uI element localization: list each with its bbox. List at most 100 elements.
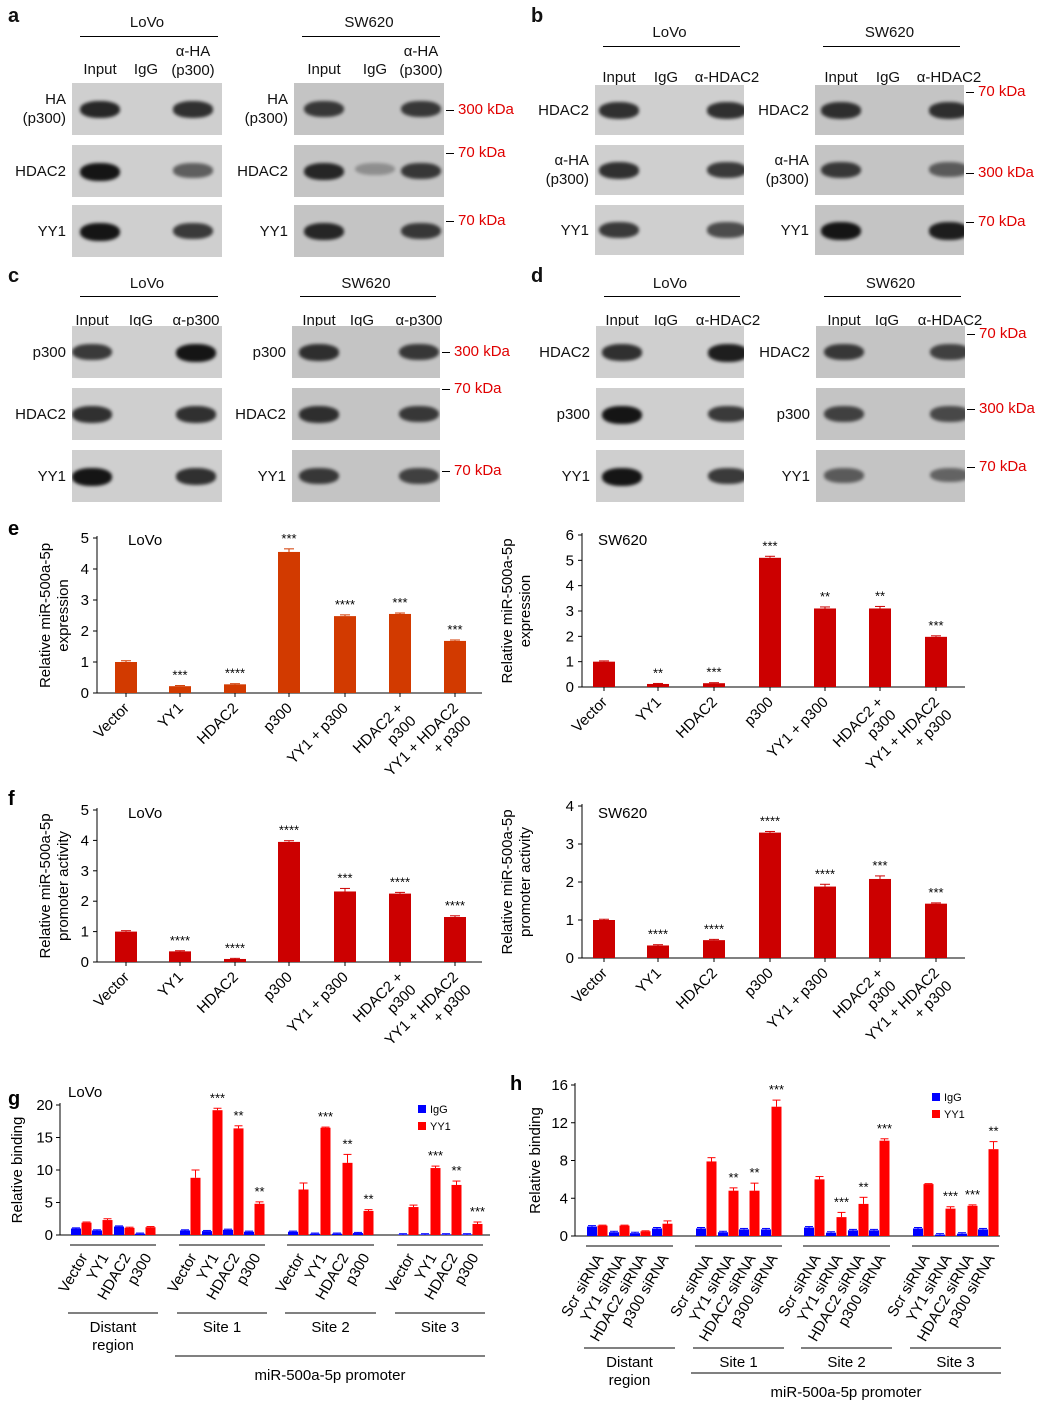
significance-label: ***	[337, 870, 352, 885]
header-rule	[300, 296, 436, 297]
size-marker: 70 kDa	[979, 458, 1027, 475]
row-label: p300	[776, 406, 810, 423]
blot-strip	[596, 450, 744, 502]
x-tick-label: HDAC2	[194, 969, 242, 1017]
yy1-bar	[254, 1203, 265, 1235]
bar	[869, 878, 891, 958]
protein-band	[80, 163, 120, 181]
panel-letter: b	[531, 5, 544, 27]
igg-bar	[718, 1232, 728, 1236]
lane-label: Input	[302, 312, 336, 329]
bar	[647, 683, 669, 687]
lane-label: Input	[83, 61, 117, 78]
y-tick-label: 8	[560, 1153, 568, 1170]
panel-letter: e	[8, 518, 19, 540]
yy1-bar	[923, 1184, 934, 1236]
significance-label: **	[653, 665, 663, 680]
protein-band	[821, 102, 861, 119]
igg-bar	[696, 1228, 706, 1236]
y-tick-label: 0	[566, 679, 574, 696]
x-tick-label: YY1	[633, 694, 665, 726]
protein-band	[176, 344, 216, 362]
significance-label: ****	[390, 874, 410, 889]
protein-band	[173, 163, 213, 178]
yy1-bar	[363, 1210, 374, 1235]
significance-label: ***	[769, 1082, 784, 1097]
igg-bar	[420, 1234, 430, 1235]
blot-strip	[72, 388, 222, 440]
row-label: YY1	[781, 468, 810, 485]
header-rule	[823, 46, 960, 47]
panel-letter: c	[8, 265, 20, 287]
bar	[925, 903, 947, 958]
significance-label: ****	[225, 940, 245, 955]
igg-bar	[310, 1233, 320, 1235]
protein-band	[304, 223, 344, 241]
y-tick-label: 0	[566, 950, 574, 967]
panel-letter: d	[531, 265, 544, 287]
significance-label: ***	[706, 665, 721, 680]
row-label: p300	[32, 344, 66, 361]
blot-strip	[294, 145, 444, 197]
y-tick-label: 10	[36, 1162, 53, 1179]
igg-bar	[913, 1228, 923, 1236]
blot-strip	[292, 326, 440, 378]
bar	[444, 917, 466, 962]
y-tick-label: 5	[81, 802, 89, 819]
cell-line-label: LoVo	[652, 275, 688, 292]
bar	[869, 608, 891, 687]
protein-band	[399, 406, 439, 423]
igg-bar	[180, 1230, 190, 1235]
protein-band	[304, 101, 344, 118]
igg-bar	[441, 1234, 451, 1235]
igg-bar	[92, 1230, 102, 1235]
igg-bar	[848, 1230, 858, 1236]
yy1-bar	[430, 1168, 441, 1235]
bar	[703, 683, 725, 687]
chart-title: LoVo	[128, 532, 162, 549]
bar	[169, 686, 191, 693]
yy1-bar	[858, 1203, 869, 1236]
blot-strip	[816, 326, 965, 378]
protein-band	[299, 406, 339, 423]
row-label: HDAC2	[235, 406, 286, 423]
protein-band	[173, 101, 213, 118]
yy1-bar	[298, 1189, 309, 1235]
y-axis-label: Relative miR-500a-5ppromoter activity	[499, 809, 534, 954]
yy1-bar	[597, 1225, 608, 1236]
y-tick-label: 4	[566, 578, 574, 595]
lane-label: IgG	[653, 69, 679, 86]
x-tick-label: HDAC2	[194, 700, 242, 748]
y-axis-label: Relative miR-500a-5pexpression	[37, 543, 72, 688]
x-tick-label: Vector	[91, 700, 133, 742]
yy1-bar	[771, 1106, 782, 1236]
igg-bar	[739, 1229, 749, 1236]
y-tick-label: 3	[566, 603, 574, 620]
bar	[224, 684, 246, 693]
x-tick-label: Vector	[569, 965, 611, 1007]
row-label: YY1	[560, 222, 589, 239]
bar	[703, 940, 725, 958]
size-marker: 300 kDa	[979, 400, 1035, 417]
significance-label: ***	[877, 1121, 892, 1136]
row-label: p300	[252, 344, 286, 361]
row-label: α-HA (p300)	[545, 152, 589, 188]
y-tick-label: 16	[551, 1077, 568, 1094]
protein-band	[599, 162, 639, 179]
legend-swatch	[418, 1122, 426, 1130]
bar	[593, 920, 615, 958]
significance-label: **	[988, 1124, 998, 1139]
y-tick-label: 0	[45, 1227, 53, 1244]
blot-strip	[72, 145, 222, 197]
significance-label: ****	[760, 813, 780, 828]
blot-strip	[294, 205, 444, 257]
significance-label: ***	[392, 595, 407, 610]
significance-label: ***	[762, 538, 777, 553]
x-tick-label: Vector	[569, 694, 611, 736]
x-tick-label: YY1 + p300	[284, 969, 352, 1037]
row-label: YY1	[259, 223, 288, 240]
yy1-bar	[408, 1207, 419, 1235]
x-tick-label: HDAC2	[673, 694, 721, 742]
marker-tick	[442, 352, 450, 353]
bar	[334, 891, 356, 962]
